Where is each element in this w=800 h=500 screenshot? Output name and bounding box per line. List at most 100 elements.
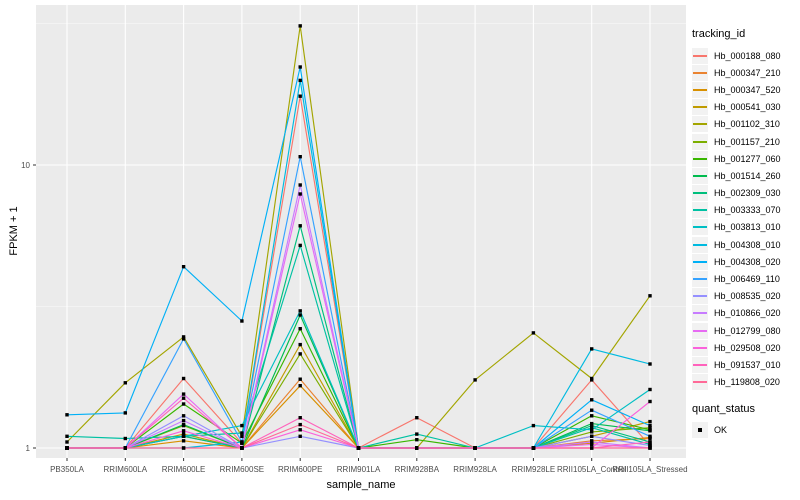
legend-key-swatch (692, 116, 708, 133)
data-point (65, 434, 69, 438)
legend-key-swatch (692, 64, 708, 81)
data-point (123, 411, 127, 415)
data-point (298, 183, 302, 187)
data-point (240, 431, 244, 435)
y-tick-label: 10 (21, 161, 30, 170)
data-point (473, 378, 477, 382)
legend-key-line-icon (693, 123, 707, 126)
x-tick-label: RRIM600LE (161, 465, 206, 474)
legend-key-swatch (692, 99, 708, 116)
legend-item-label: Hb_012799_080 (714, 325, 781, 336)
data-point (65, 446, 69, 450)
data-point (590, 421, 594, 426)
data-point (648, 443, 652, 448)
legend-title-tracking-id: tracking_id (692, 28, 746, 40)
legend-key-line-icon (693, 295, 707, 298)
legend-entries-quant-status: OK (692, 422, 798, 439)
legend-item: Hb_001157_210 (692, 133, 798, 150)
data-point (181, 418, 186, 423)
data-point (590, 408, 594, 412)
legend-item: Hb_091537_010 (692, 356, 798, 373)
data-point (415, 438, 419, 442)
legend-item-label: Hb_003333_070 (714, 205, 781, 216)
data-point (590, 376, 594, 381)
legend-key-swatch (692, 422, 708, 439)
legend-item: Hb_004308_020 (692, 253, 798, 270)
data-point (648, 440, 652, 444)
data-point (648, 434, 652, 438)
legend-key-swatch (692, 253, 708, 270)
x-tick-label: RRIM928LA (453, 465, 497, 474)
legend-item-label: Hb_119808_020 (714, 377, 780, 388)
data-point (590, 440, 594, 444)
data-point (240, 434, 244, 438)
legend-item-label: Hb_091537_010 (714, 359, 781, 370)
legend-item: Hb_004308_010 (692, 236, 798, 253)
legend-key-swatch (692, 81, 708, 98)
data-point (298, 155, 302, 159)
data-point (590, 430, 594, 434)
legend-item: Hb_000541_030 (692, 99, 798, 116)
legend-key-swatch (692, 219, 708, 236)
data-point (181, 396, 186, 400)
data-point (181, 422, 186, 427)
data-point (181, 392, 186, 396)
legend-key-swatch (692, 374, 708, 391)
data-point (648, 399, 652, 404)
legend: tracking_id Hb_000188_080 Hb_000347_210 Hb… (692, 28, 798, 439)
data-point (298, 24, 302, 28)
data-point (415, 446, 419, 450)
legend-item: Hb_002309_030 (692, 185, 798, 202)
legend-item: Hb_001102_310 (692, 116, 798, 133)
data-point (473, 446, 477, 450)
legend-item: Hb_001277_060 (692, 150, 798, 167)
data-point (298, 377, 302, 381)
legend-item-label: Hb_006469_110 (714, 274, 780, 285)
data-point (181, 434, 186, 438)
legend-item: Hb_006469_110 (692, 270, 798, 288)
data-point (298, 422, 302, 427)
data-point (590, 446, 594, 450)
legend-item-label: Hb_029508_020 (714, 342, 781, 353)
data-point (65, 413, 69, 417)
legend-key-line-icon (693, 157, 707, 160)
data-point (648, 429, 652, 433)
data-point (648, 387, 652, 392)
data-point (415, 416, 419, 420)
data-point (298, 192, 302, 196)
legend-key-line-icon (693, 346, 707, 349)
legend-item: Hb_008535_020 (692, 288, 798, 305)
data-point (648, 446, 652, 450)
legend-key-swatch (692, 339, 708, 356)
x-tick-label: RRIM600PE (277, 465, 323, 474)
legend-item-label: Hb_008535_020 (714, 291, 781, 302)
data-point (181, 446, 186, 450)
legend-key-swatch (692, 185, 708, 202)
legend-item-quant-status: OK (692, 422, 798, 439)
legend-key-line-icon (693, 88, 707, 91)
legend-entries-tracking-id: Hb_000188_080 Hb_000347_210 Hb_000347_520 H… (692, 47, 798, 391)
y-tick-label: 1 (25, 444, 30, 453)
data-point (123, 446, 127, 450)
x-axis-title: sample_name (326, 479, 396, 491)
data-point (181, 402, 186, 406)
data-point (298, 243, 302, 248)
legend-item-label: Hb_000347_210 (714, 67, 781, 78)
data-point (531, 423, 536, 428)
x-tick-label: RRIM600LA (103, 465, 148, 474)
legend-item-label: Hb_002309_030 (714, 188, 781, 199)
legend-item: Hb_000188_080 (692, 47, 798, 64)
data-point (240, 446, 244, 450)
legend-key-line-icon (693, 278, 707, 281)
data-point (298, 313, 302, 317)
data-point (590, 426, 594, 430)
legend-item: Hb_029508_020 (692, 339, 798, 356)
data-point (648, 294, 652, 298)
legend-item: Hb_000347_520 (692, 81, 798, 98)
data-point (181, 335, 186, 339)
data-point (298, 416, 302, 420)
legend-item-label: Hb_004308_010 (714, 239, 781, 250)
data-point (298, 78, 302, 83)
y-axis-title: FPKM + 1 (8, 206, 20, 256)
